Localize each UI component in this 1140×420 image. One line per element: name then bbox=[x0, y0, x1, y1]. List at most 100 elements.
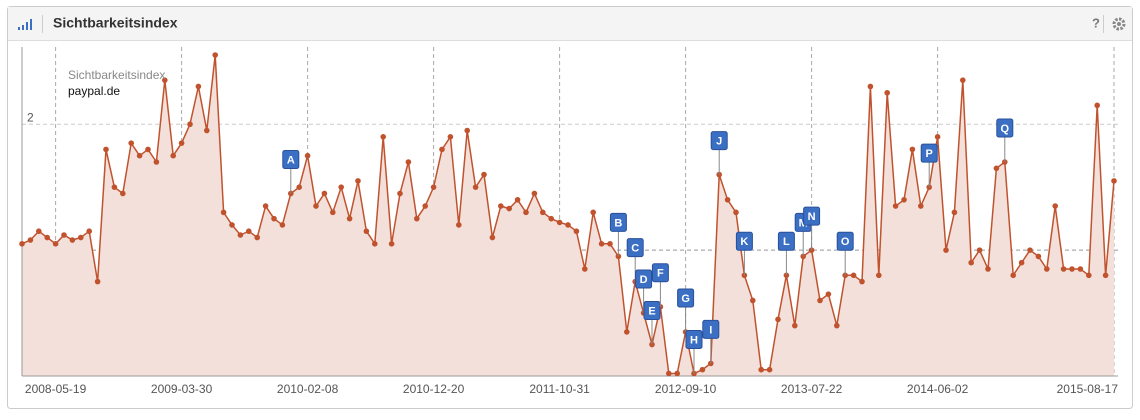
x-tick-label: 2009-03-30 bbox=[151, 382, 213, 396]
point bbox=[103, 146, 109, 153]
point bbox=[304, 152, 311, 159]
point bbox=[27, 237, 34, 243]
point bbox=[237, 232, 244, 238]
point bbox=[1010, 272, 1016, 279]
point bbox=[447, 134, 454, 140]
annotation-flag[interactable]: L bbox=[777, 231, 795, 276]
point bbox=[430, 184, 437, 190]
point bbox=[951, 209, 958, 216]
point bbox=[220, 209, 227, 216]
point bbox=[1052, 203, 1058, 209]
x-tick-label: 2008-05-19 bbox=[25, 382, 87, 396]
point bbox=[666, 370, 672, 377]
point bbox=[1035, 253, 1042, 260]
flag-box bbox=[920, 143, 938, 163]
point bbox=[136, 152, 143, 159]
point bbox=[859, 278, 865, 285]
point bbox=[405, 159, 412, 165]
point bbox=[708, 360, 714, 367]
annotation-flag[interactable]: H bbox=[685, 329, 703, 374]
area bbox=[22, 55, 1114, 376]
flag-box bbox=[635, 269, 653, 289]
point bbox=[1111, 178, 1117, 184]
point bbox=[699, 366, 706, 373]
flag-label: D bbox=[640, 274, 648, 286]
flag-box bbox=[710, 131, 728, 151]
point bbox=[548, 215, 554, 222]
point bbox=[388, 241, 395, 247]
point bbox=[346, 215, 353, 222]
annotation-flag[interactable]: A bbox=[282, 149, 300, 194]
flag-label: N bbox=[808, 211, 816, 223]
point bbox=[624, 329, 630, 335]
flag-box bbox=[609, 212, 627, 232]
point bbox=[44, 234, 50, 241]
flag-label: E bbox=[648, 305, 655, 317]
flag-label: C bbox=[631, 242, 639, 254]
flag-label: F bbox=[657, 268, 664, 280]
annotation-flag[interactable]: P bbox=[920, 143, 938, 188]
point bbox=[372, 241, 378, 247]
point bbox=[909, 146, 916, 153]
flag-box bbox=[777, 231, 795, 251]
flag-box bbox=[643, 301, 661, 321]
point bbox=[204, 127, 210, 134]
bars-icon bbox=[18, 19, 32, 30]
flag-label: G bbox=[681, 293, 690, 305]
flag-label: K bbox=[740, 236, 748, 248]
annotation-flag[interactable]: Q bbox=[996, 118, 1014, 162]
point bbox=[943, 247, 949, 253]
point bbox=[918, 203, 924, 209]
annotation-flag[interactable]: E bbox=[643, 301, 661, 345]
point bbox=[775, 316, 781, 323]
annotation-flag[interactable]: F bbox=[651, 263, 669, 307]
point bbox=[456, 222, 462, 228]
point bbox=[1018, 259, 1025, 266]
point bbox=[901, 196, 907, 203]
annotation-flag[interactable]: G bbox=[677, 288, 695, 332]
x-tick-label: 2015-08-17 bbox=[1057, 382, 1119, 396]
point bbox=[884, 89, 890, 96]
annotation-flag[interactable]: K bbox=[735, 231, 753, 276]
annotation-flag[interactable]: N bbox=[803, 206, 821, 251]
point bbox=[607, 241, 613, 247]
point bbox=[514, 196, 521, 203]
x-tick-label: 2010-02-08 bbox=[277, 382, 339, 396]
point bbox=[78, 234, 84, 241]
flag-box bbox=[282, 149, 300, 169]
point bbox=[985, 266, 991, 272]
annotation-flag[interactable]: I bbox=[702, 319, 720, 364]
point bbox=[330, 209, 336, 216]
help-button[interactable]: ? bbox=[1092, 15, 1100, 30]
point bbox=[229, 222, 235, 228]
point bbox=[993, 165, 1000, 172]
panel-header bbox=[8, 7, 1132, 40]
annotation-flag[interactable]: O bbox=[836, 231, 854, 276]
point bbox=[363, 228, 370, 235]
point bbox=[498, 203, 504, 209]
point bbox=[758, 366, 764, 373]
point bbox=[598, 241, 605, 247]
point bbox=[464, 127, 471, 134]
point bbox=[825, 291, 832, 297]
flag-label: P bbox=[926, 148, 933, 160]
point bbox=[86, 228, 92, 235]
point bbox=[414, 215, 420, 222]
annotation-flag[interactable]: J bbox=[710, 131, 728, 175]
point bbox=[582, 266, 588, 272]
flag-box bbox=[702, 319, 720, 339]
point bbox=[523, 209, 529, 216]
point bbox=[422, 203, 429, 209]
point bbox=[279, 222, 286, 228]
point bbox=[296, 184, 303, 190]
annotation-flag[interactable]: B bbox=[609, 212, 627, 257]
point bbox=[212, 52, 218, 58]
flag-label: L bbox=[783, 236, 790, 248]
flag-label: A bbox=[287, 154, 295, 166]
x-tick-label: 2011-10-31 bbox=[529, 382, 590, 396]
settings-button[interactable] bbox=[1112, 17, 1126, 31]
point bbox=[481, 171, 487, 178]
point bbox=[397, 190, 403, 197]
